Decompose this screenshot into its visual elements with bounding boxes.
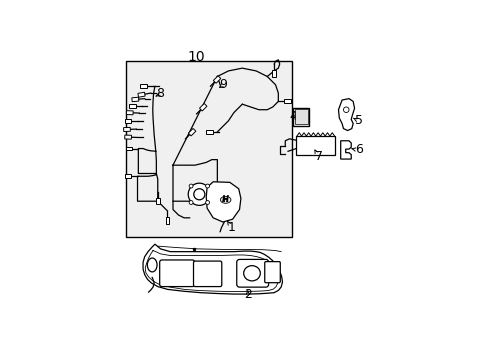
Bar [125, 147, 132, 150]
Text: H: H [222, 195, 229, 204]
Bar [124, 135, 131, 139]
Text: H: H [223, 197, 228, 203]
Ellipse shape [220, 196, 230, 203]
Bar [272, 70, 276, 77]
Bar [284, 99, 290, 103]
Bar [129, 104, 136, 108]
Text: 6: 6 [354, 143, 362, 157]
Bar [140, 84, 146, 88]
Bar [296, 136, 334, 156]
Ellipse shape [147, 258, 157, 272]
Circle shape [193, 189, 204, 200]
Text: 7: 7 [314, 150, 322, 163]
FancyBboxPatch shape [160, 260, 194, 287]
Polygon shape [338, 99, 354, 131]
Bar [188, 129, 196, 136]
Text: 3: 3 [187, 188, 195, 201]
Polygon shape [206, 182, 241, 222]
Circle shape [205, 201, 209, 204]
Text: 2: 2 [244, 288, 251, 301]
Bar [123, 127, 130, 131]
Text: 1: 1 [227, 221, 235, 234]
Bar [156, 198, 160, 204]
Circle shape [189, 184, 193, 188]
Text: 8: 8 [156, 87, 164, 100]
Bar [124, 119, 131, 123]
Circle shape [189, 201, 193, 204]
Bar [138, 92, 145, 97]
Bar [205, 130, 212, 134]
Bar [124, 174, 131, 178]
Bar [126, 111, 133, 115]
Bar [294, 109, 307, 124]
Bar [293, 108, 309, 126]
Bar [125, 61, 292, 237]
Bar [199, 103, 206, 111]
FancyBboxPatch shape [264, 262, 280, 283]
Bar [132, 97, 139, 102]
Text: 5: 5 [354, 114, 362, 127]
Text: 9: 9 [219, 78, 226, 91]
Bar [213, 76, 221, 83]
FancyBboxPatch shape [236, 260, 268, 287]
Bar [165, 217, 169, 224]
Polygon shape [340, 141, 350, 159]
FancyBboxPatch shape [193, 261, 222, 287]
Circle shape [343, 107, 348, 112]
Text: 4: 4 [289, 110, 297, 123]
Polygon shape [143, 244, 282, 294]
Ellipse shape [243, 266, 260, 281]
Circle shape [188, 183, 210, 205]
Circle shape [205, 184, 209, 188]
Text: 10: 10 [187, 50, 205, 64]
